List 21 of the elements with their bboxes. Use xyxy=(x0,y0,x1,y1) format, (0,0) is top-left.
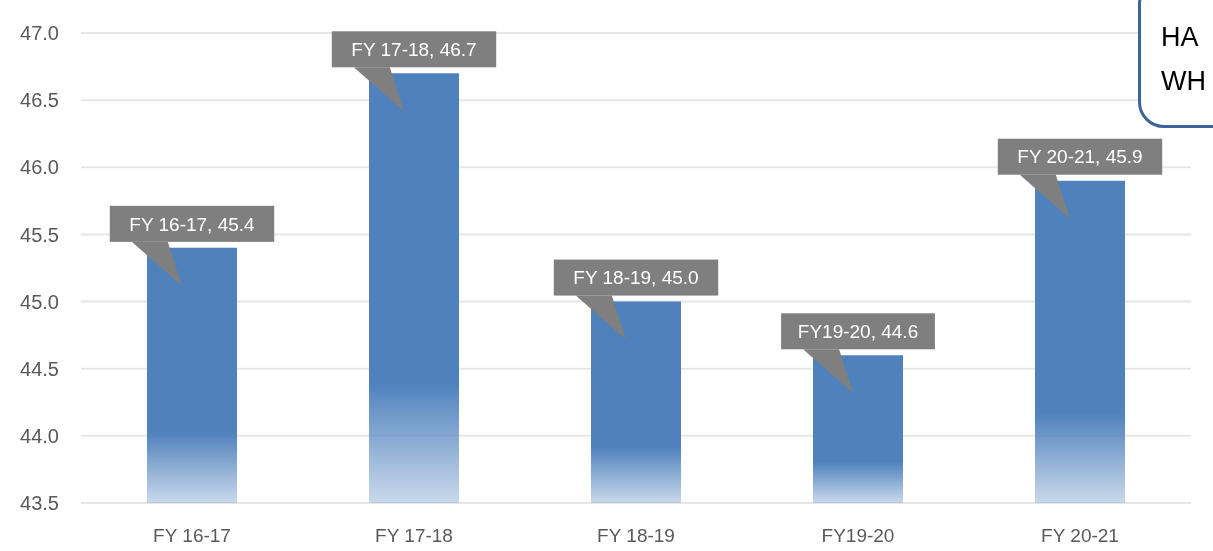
x-tick-label: FY 18-19 xyxy=(597,525,675,547)
annotation: WH xyxy=(1161,65,1207,98)
y-tick-label: 44.5 xyxy=(20,357,59,380)
x-tick-label: FY 16-17 xyxy=(153,525,231,547)
annotation: HA xyxy=(1161,21,1200,54)
x-tick-label: FY 20-21 xyxy=(1041,525,1119,547)
y-tick-label: 46.5 xyxy=(20,89,59,112)
y-tick-label: 43.5 xyxy=(20,492,59,515)
y-tick-label: 45.0 xyxy=(20,290,59,313)
data-label: FY 16-17, 45.4 xyxy=(129,213,256,235)
y-tick-label: 46.0 xyxy=(20,156,59,179)
x-tick-label: FY19-20 xyxy=(821,525,895,547)
data-label: FY19-20, 44.6 xyxy=(797,320,919,342)
y-tick-label: 44.0 xyxy=(20,424,59,447)
data-label: FY 17-18, 46.7 xyxy=(351,38,477,60)
x-tick-label: FY 17-18 xyxy=(375,525,453,547)
data-label: FY 18-19, 45.0 xyxy=(573,267,699,289)
y-tick-label: 47.0 xyxy=(20,22,59,45)
data-label: FY 20-21, 45.9 xyxy=(1017,146,1143,168)
callout-box: HA WH xyxy=(1138,0,1213,128)
y-tick-label: 45.5 xyxy=(20,223,59,246)
